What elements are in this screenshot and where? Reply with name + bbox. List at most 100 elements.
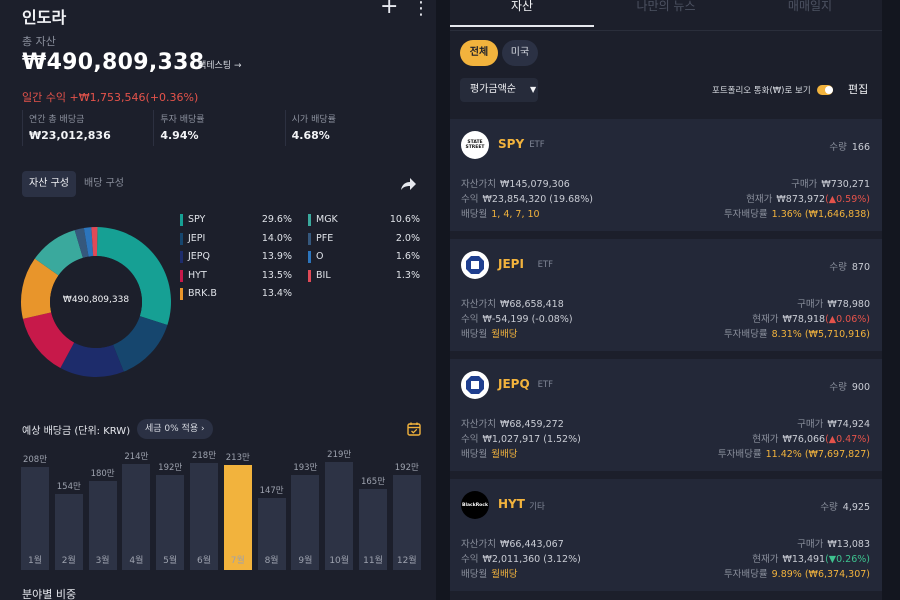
plus-icon[interactable]: + — [380, 0, 399, 19]
dividend-bar[interactable] — [325, 462, 354, 570]
holding-card-hyt[interactable]: BlackRock HYT 기타 수량 4,925 자산가치 ₩66,443,067 구매가 ₩… — [450, 479, 882, 591]
legend-name: HYT — [188, 269, 207, 281]
donut-slice-hyt — [22, 312, 75, 369]
legend-item-spy: SPY 29.6% — [180, 212, 292, 231]
more-vertical-icon[interactable]: ⋮ — [412, 0, 430, 19]
legend-pct: 1.3% — [395, 269, 420, 281]
stat-value: 4.68% — [291, 129, 330, 142]
tab-trade-journal[interactable]: 매매일지 — [738, 0, 882, 26]
quantity-label: 수량 — [829, 382, 847, 393]
holding-ticker: JEPI — [498, 257, 524, 271]
donut-slice-jepi — [113, 316, 168, 372]
edit-button[interactable]: 편집 — [848, 83, 869, 96]
bar-month-label: 12월 — [396, 556, 417, 566]
dividend-bar[interactable] — [88, 481, 117, 570]
holdings-panel: 자산 나만의 뉴스 매매일지 전체 미국 평가금액순 ▼ 포트폴리오 통화(₩)… — [450, 0, 882, 600]
currency-toggle-label: 포트폴리오 통화(₩)로 보기 — [712, 86, 811, 96]
bar-value-label: 165만 — [360, 476, 386, 487]
filter-all[interactable]: 전체 — [460, 40, 498, 66]
sort-dropdown[interactable]: 평가금액순 ▼ — [460, 78, 538, 102]
share-icon[interactable] — [398, 174, 418, 194]
tab-assets[interactable]: 자산 — [450, 0, 594, 27]
dividend-bar[interactable] — [392, 475, 421, 570]
dividend-bar[interactable] — [190, 462, 218, 570]
stat-label: 투자 배당률 — [160, 115, 205, 125]
holding-card-jepi[interactable]: JEPI ETF 수량 870 자산가치 ₩68,658,418 구매가 ₩78,980 수익 ₩… — [450, 239, 882, 351]
quantity-value: 870 — [851, 262, 870, 273]
bar-slot-10[interactable]: 219만 — [324, 450, 354, 570]
dividend-bar[interactable] — [223, 464, 252, 570]
bar-slot-11[interactable]: 165만 — [358, 450, 388, 570]
dividend-bar[interactable] — [359, 488, 387, 570]
return-label: 수익 — [461, 434, 479, 445]
current-price-label: 현재가 — [752, 434, 779, 445]
holding-type: ETF — [537, 260, 554, 270]
dividend-bar[interactable] — [54, 494, 83, 570]
legend-swatch — [180, 269, 183, 282]
bar-slot-1[interactable]: 208만 — [20, 450, 50, 570]
legend-swatch — [308, 269, 311, 282]
dividend-bar[interactable] — [156, 475, 185, 570]
donut-slice-pfe — [74, 227, 89, 258]
currency-toggle[interactable] — [817, 85, 833, 95]
legend-pct: 1.6% — [395, 251, 420, 262]
holding-row-value: 자산가치 ₩145,079,306 구매가 ₩730,271 — [461, 176, 870, 190]
dividend-bar[interactable] — [257, 497, 286, 570]
legend-swatch — [180, 214, 183, 226]
bar-slot-9[interactable]: 193만 — [290, 450, 320, 570]
holding-ticker: SPY — [498, 137, 525, 151]
holding-card-jepq[interactable]: JEPQ ETF 수량 900 자산가치 ₩68,459,272 구매가 ₩74,924 수익 ₩… — [450, 359, 882, 471]
bar-value-label: 213만 — [225, 452, 250, 463]
jpmorgan-octagon-icon — [466, 376, 484, 394]
jpmorgan-logo — [461, 371, 489, 399]
return-value: ₩1,027,917 (1.52%) — [482, 434, 581, 445]
buy-price-label: 구매가 — [791, 179, 818, 190]
bar-slot-12[interactable]: 192만 — [392, 450, 422, 570]
bar-slot-7[interactable]: 213만 — [223, 450, 253, 570]
legend-name: BIL — [316, 269, 331, 281]
tab-my-news[interactable]: 나만의 뉴스 — [594, 0, 738, 26]
bar-month-label: 11월 — [363, 556, 383, 566]
tab-asset-composition[interactable]: 자산 구성 — [22, 171, 76, 197]
jpmorgan-octagon-icon — [466, 256, 484, 274]
filter-us[interactable]: 미국 — [502, 40, 538, 66]
dividend-bar[interactable] — [122, 464, 151, 570]
calendar-icon[interactable] — [406, 421, 422, 437]
tax-rate-chip[interactable]: 세금 0% 적용 › — [137, 419, 213, 439]
current-price-label: 현재가 — [752, 314, 779, 325]
bar-slot-5[interactable]: 192만 — [155, 450, 185, 570]
legend-swatch — [308, 251, 311, 263]
stat-label: 연간 총 배당금 — [29, 115, 85, 125]
bar-value-label: 192만 — [158, 463, 183, 474]
stat-investment-yield: 투자 배당률 4.94% — [153, 110, 284, 146]
bar-slot-4[interactable]: 214만 — [121, 450, 151, 570]
portfolio-summary-panel: 인도라 + ⋮ 총 자산 ₩490,809,338 백테스팅 → 일간 수익 +… — [0, 0, 436, 600]
tab-dividend-composition[interactable]: 배당 구성 — [84, 178, 124, 189]
bar-slot-8[interactable]: 147만 — [257, 450, 287, 570]
bar-slot-6[interactable]: 218만 — [189, 450, 219, 570]
buy-price-label: 구매가 — [797, 299, 824, 310]
bar-slot-3[interactable]: 180만 — [88, 450, 118, 570]
current-price: ₩76,066 — [782, 434, 826, 445]
bar-month-label: 10월 — [329, 556, 350, 566]
holding-card-spy[interactable]: STATE STREET SPY ETF 수량 166 자산가치 ₩145,079,306 구… — [450, 119, 882, 231]
asset-value-label: 자산가치 — [461, 539, 496, 550]
dividend-bar[interactable] — [291, 474, 320, 570]
bar-value-label: 214만 — [124, 452, 149, 463]
legend-item-bil: BIL 1.3% — [308, 268, 420, 287]
stat-value: 4.94% — [160, 129, 199, 142]
dividend-yield-label: 투자배당률 — [723, 209, 768, 220]
quantity-value: 4,925 — [842, 502, 870, 513]
legend-item-hyt: HYT 13.5% — [180, 268, 292, 287]
bar-month-label: 2월 — [61, 556, 76, 566]
dividend-bar[interactable] — [21, 467, 49, 570]
total-assets-value: ₩490,809,338 — [22, 50, 205, 75]
bar-month-label: 1월 — [27, 556, 42, 566]
donut-slice-bil — [91, 227, 98, 257]
holding-row-return: 수익 ₩23,854,320 (19.68%) 현재가 ₩873,972(▲0.59%… — [461, 191, 870, 205]
backtest-link[interactable]: 백테스팅 → — [198, 61, 242, 71]
legend-pct: 10.6% — [389, 214, 420, 225]
bar-month-label: 3월 — [95, 556, 110, 566]
legend-pct: 13.9% — [261, 251, 292, 262]
bar-slot-2[interactable]: 154만 — [54, 450, 84, 570]
